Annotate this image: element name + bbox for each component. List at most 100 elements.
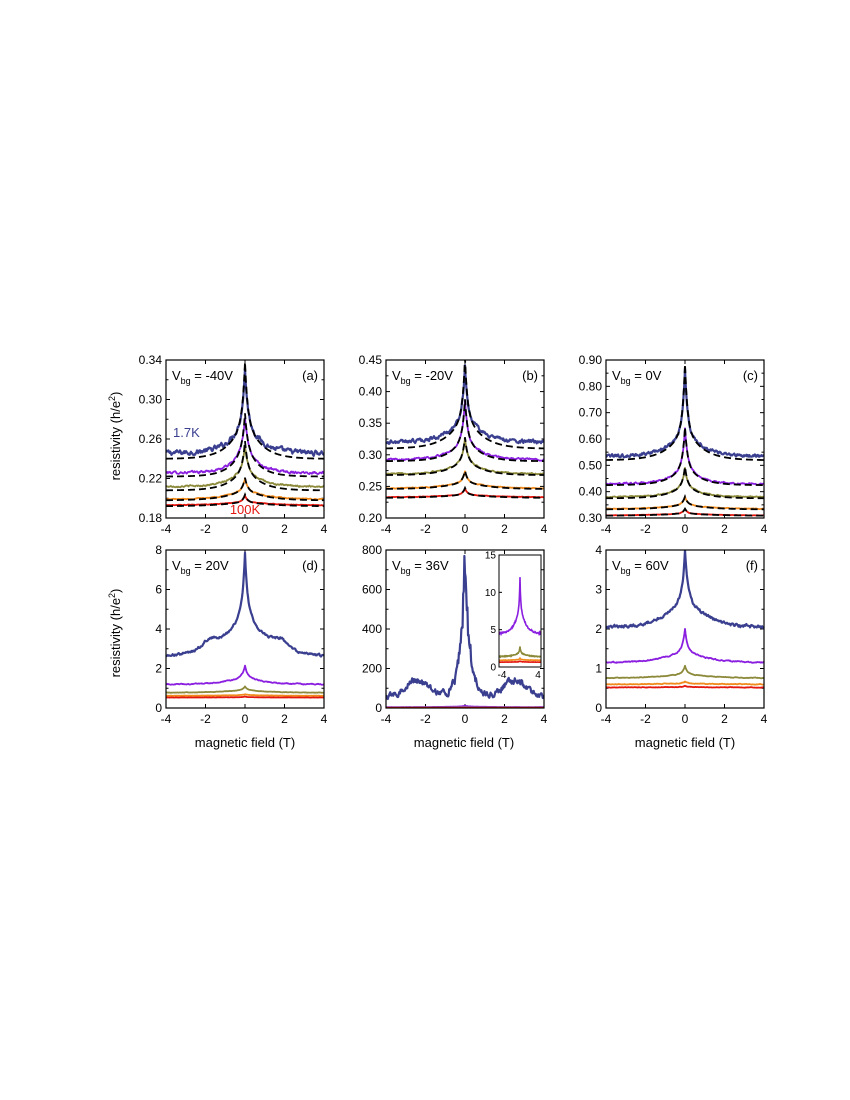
y-tick-label: 800 — [362, 543, 382, 557]
x-tick-label: -4 — [381, 712, 392, 726]
x-tick-label: 0 — [242, 522, 249, 536]
y-tick-label: 0 — [375, 701, 382, 715]
inset-y-tick-label: 10 — [485, 588, 497, 599]
series-line-100K — [606, 684, 764, 689]
fit-line-T2 — [386, 399, 544, 462]
x-tick-label: 4 — [541, 522, 548, 536]
x-tick-label: -4 — [381, 522, 392, 536]
y-tick-label: 0.90 — [579, 353, 603, 367]
y-tick-label: 2 — [595, 622, 602, 636]
x-tick-label: 2 — [501, 712, 508, 726]
y-tick-label: 6 — [155, 583, 162, 597]
fit-line-T3 — [386, 437, 544, 476]
y-axis-label-end: ) — [108, 589, 123, 593]
x-tick-label: -2 — [200, 522, 211, 536]
series-line-T3 — [166, 685, 324, 694]
y-tick-label: 0.20 — [359, 511, 383, 525]
y-tick-label: 200 — [362, 662, 382, 676]
vbg-sub: bg — [621, 376, 631, 386]
inset-x-tick-label: -4 — [498, 670, 507, 681]
x-tick-label: -2 — [640, 522, 651, 536]
fit-line-1.7K — [606, 364, 764, 461]
series-group — [386, 360, 544, 499]
x-tick-label: 2 — [501, 522, 508, 536]
vbg-value: = 0V — [631, 368, 662, 383]
panel-letter: (f) — [746, 558, 758, 573]
x-tick-label: -2 — [420, 522, 431, 536]
series-group — [166, 362, 324, 508]
y-tick-label: 0.40 — [359, 385, 383, 399]
series-line-T2 — [166, 664, 324, 686]
fit-line-T2 — [606, 427, 764, 486]
y-tick-label: 8 — [155, 543, 162, 557]
vbg-sub: bg — [621, 566, 631, 576]
x-tick-label: 2 — [721, 712, 728, 726]
fit-line-T2 — [166, 413, 324, 478]
y-tick-label: 0.26 — [139, 432, 163, 446]
y-axis-label-sup: 2 — [107, 396, 117, 401]
x-tick-label: 0 — [682, 522, 689, 536]
fit-line-T3 — [606, 466, 764, 500]
vbg-sub: bg — [401, 376, 411, 386]
series-label-top: 1.7K — [173, 425, 200, 440]
y-tick-label: 1 — [595, 662, 602, 676]
y-tick-label: 0 — [155, 701, 162, 715]
y-tick-label: 0.70 — [579, 406, 603, 420]
vbg-label: Vbg = 0V — [612, 368, 662, 386]
vbg-label: Vbg = -20V — [392, 368, 453, 386]
y-tick-label: 0.40 — [579, 485, 603, 499]
series-label-bottom: 100K — [230, 502, 261, 517]
x-tick-label: -2 — [200, 712, 211, 726]
vbg-label: Vbg = 36V — [392, 558, 449, 576]
fit-line-100K — [606, 506, 764, 517]
y-tick-label: 0.25 — [359, 479, 383, 493]
y-axis-label-end: ) — [108, 392, 123, 396]
inset-series-line-100K — [499, 660, 541, 664]
vbg-sub: bg — [181, 566, 191, 576]
x-tick-label: 0 — [462, 712, 469, 726]
panel-b: -4 -2 0 2 4 0.20 0.25 0.30 0.35 0.40 0.45 Vbg = -20… — [359, 353, 548, 536]
panel-letter: (a) — [302, 368, 318, 383]
x-tick-label: -4 — [601, 522, 612, 536]
vbg-value: = 60V — [631, 558, 669, 573]
vbg-sub: bg — [181, 376, 191, 386]
fit-line-1.7K — [166, 362, 324, 460]
y-tick-label: 0.80 — [579, 379, 603, 393]
fit-line-T4 — [166, 477, 324, 502]
y-axis-label-bottom: resistivity (h/e2) — [107, 589, 123, 678]
x-tick-label: 2 — [281, 522, 288, 536]
vbg-prefix: V — [392, 558, 401, 573]
y-tick-label: 0.45 — [359, 353, 383, 367]
panel-letter: (b) — [522, 368, 538, 383]
y-axis-label-sup: 2 — [107, 593, 117, 598]
y-tick-label: 0.30 — [579, 511, 603, 525]
y-tick-label: 0.18 — [139, 511, 163, 525]
inset-y-tick-label: 5 — [490, 625, 496, 636]
panel-letter: (c) — [743, 368, 758, 383]
vbg-prefix: V — [172, 368, 181, 383]
y-tick-label: 4 — [155, 622, 162, 636]
y-tick-label: 2 — [155, 662, 162, 676]
y-tick-label: 0.22 — [139, 472, 163, 486]
panels: -4 -2 0 2 4 0.18 0.22 0.26 0.30 0.34 Vbg = -40V (a)… — [139, 353, 768, 726]
fit-line-100K — [386, 485, 544, 499]
series-group — [166, 551, 324, 699]
inset-y-tick-label: 0 — [490, 663, 496, 674]
panel-letter: (d) — [302, 558, 318, 573]
panel-a: -4 -2 0 2 4 0.18 0.22 0.26 0.30 0.34 Vbg = -40V (a)… — [139, 353, 328, 536]
inset-series-group — [499, 577, 541, 664]
x-tick-label: -2 — [420, 712, 431, 726]
x-tick-label: 0 — [682, 712, 689, 726]
y-tick-label: 0.50 — [579, 458, 603, 472]
series-line-T3 — [606, 466, 764, 499]
plot-frame — [385, 549, 545, 709]
vbg-prefix: V — [172, 558, 181, 573]
vbg-prefix: V — [612, 368, 621, 383]
y-axis-label-text: resistivity (h/e — [108, 598, 123, 677]
y-tick-label: 4 — [595, 543, 602, 557]
series-line-1.7K — [386, 554, 544, 701]
